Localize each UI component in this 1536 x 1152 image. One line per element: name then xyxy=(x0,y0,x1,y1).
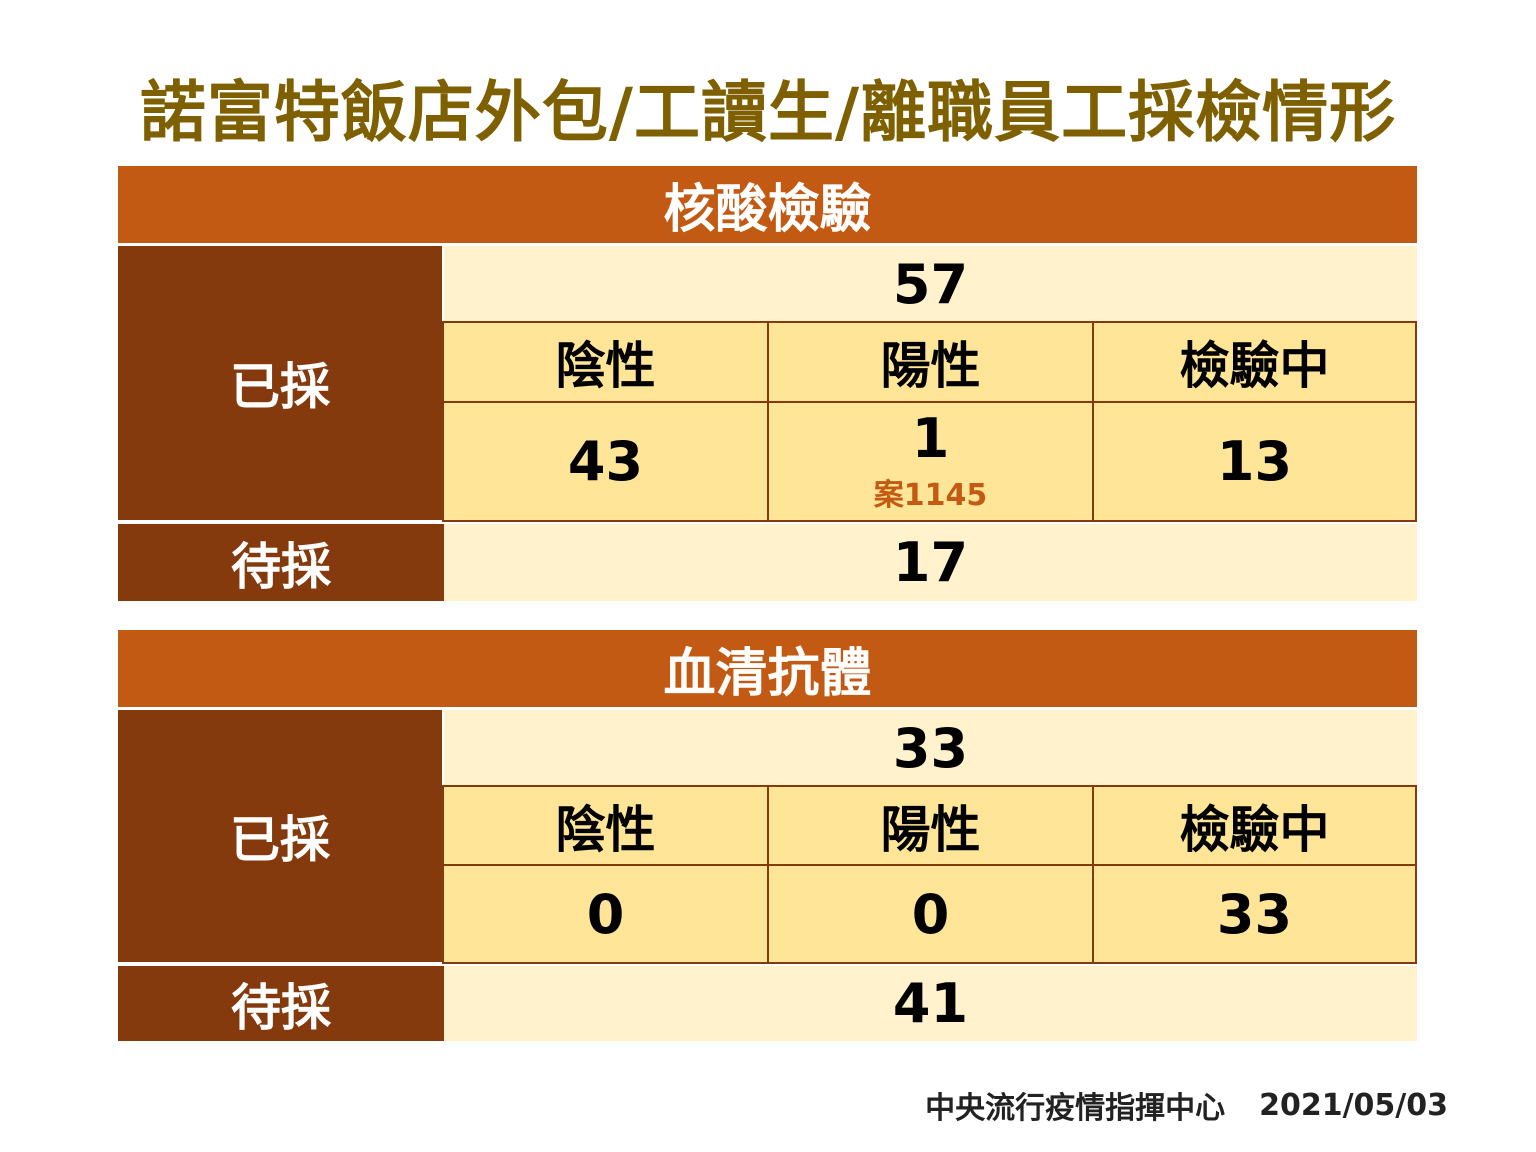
footer-source: 中央流行疫情指揮中心 xyxy=(925,1091,1226,1126)
serology-testing-value: 33 xyxy=(1092,864,1417,964)
pcr-positive-case-note: 案1145 xyxy=(873,478,988,513)
pcr-section-heading: 核酸檢驗 xyxy=(118,166,1417,243)
serology-collected-label: 已採 xyxy=(118,710,442,962)
pcr-testing-value: 13 xyxy=(1092,401,1417,522)
footer: 中央流行疫情指揮中心 2021/05/03 xyxy=(891,1084,1448,1127)
pcr-positive-value: 1 xyxy=(911,407,950,470)
serology-pending-label: 待採 xyxy=(118,966,444,1041)
footer-date: 2021/05/03 xyxy=(1259,1087,1448,1123)
serology-pending-value: 41 xyxy=(444,966,1417,1041)
pcr-collected-label: 已採 xyxy=(118,246,442,520)
pcr-pending-value: 17 xyxy=(444,524,1417,601)
pcr-negative-value: 43 xyxy=(442,401,769,522)
pcr-testing-header: 檢驗中 xyxy=(1092,321,1417,403)
serology-negative-header: 陰性 xyxy=(442,785,769,866)
serology-testing-header: 檢驗中 xyxy=(1092,785,1417,866)
serology-collected-total: 33 xyxy=(444,710,1417,786)
page-title: 諾富特飯店外包/工讀生/離職員工採檢情形 xyxy=(139,74,1397,151)
pcr-negative-header: 陰性 xyxy=(442,321,769,403)
pcr-collected-total: 57 xyxy=(444,246,1417,322)
pcr-positive-header: 陽性 xyxy=(767,321,1094,403)
serology-negative-value: 0 xyxy=(442,864,769,964)
serology-positive-header: 陽性 xyxy=(767,785,1094,866)
serology-section-heading: 血清抗體 xyxy=(118,630,1417,707)
serology-positive-value: 0 xyxy=(767,864,1094,964)
pcr-positive-cell: 1 案1145 xyxy=(767,401,1094,522)
pcr-pending-label: 待採 xyxy=(118,524,444,601)
